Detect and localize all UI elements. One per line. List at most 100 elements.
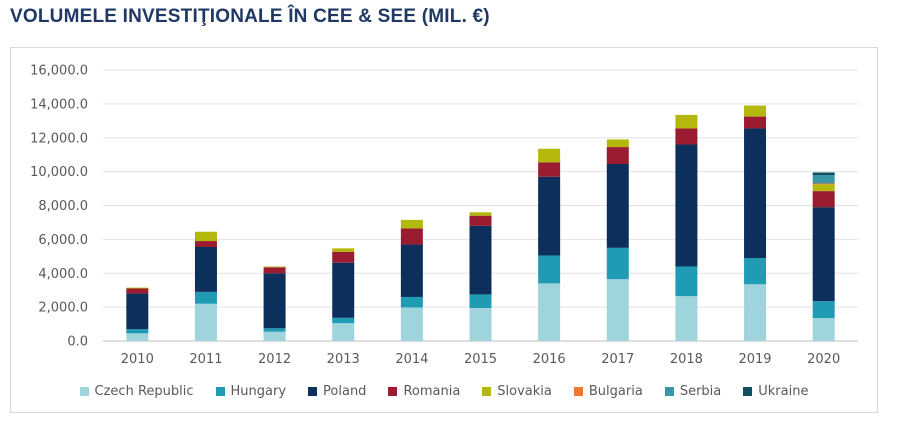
bar-segment-ukraine xyxy=(812,172,835,176)
bar-stack-2012 xyxy=(263,266,286,341)
y-tick-label: 0.0 xyxy=(67,335,88,350)
bar-segment-romania xyxy=(744,116,767,129)
bar-segment-hungary xyxy=(263,328,286,332)
bar-segment-czech-republic xyxy=(675,296,698,341)
bar-segment-hungary xyxy=(469,294,492,308)
legend-item-romania: Romania xyxy=(388,384,460,399)
bar-stack-2019 xyxy=(744,105,767,341)
bar-segment-romania xyxy=(675,128,698,145)
bar-segment-hungary xyxy=(606,247,629,280)
bar-stack-2015 xyxy=(469,212,492,341)
bar-segment-poland xyxy=(126,293,149,330)
legend-swatch xyxy=(482,386,492,396)
bar-segment-hungary xyxy=(744,258,767,285)
bar-segment-czech-republic xyxy=(194,303,217,341)
bar-segment-czech-republic xyxy=(332,323,355,341)
x-tick-label: 2012 xyxy=(258,352,291,367)
bar-stack-2014 xyxy=(400,219,423,341)
bar-segment-poland xyxy=(812,207,835,302)
bar-segment-hungary xyxy=(675,266,698,297)
legend-item-bulgaria: Bulgaria xyxy=(573,383,643,399)
y-tick-label: 4,000.0 xyxy=(38,267,88,282)
bar-stack-2018 xyxy=(675,114,698,341)
y-tick-label: 16,000.0 xyxy=(30,64,88,79)
bar-segment-slovakia xyxy=(332,248,355,252)
bar-segment-slovakia xyxy=(675,114,698,129)
bar-segment-romania xyxy=(332,251,355,263)
bar-segment-hungary xyxy=(194,291,217,304)
legend-item-czech-republic: Czech Republic xyxy=(79,383,194,399)
bar-segment-romania xyxy=(538,162,561,177)
legend-swatch xyxy=(79,386,89,396)
bar-segment-hungary xyxy=(400,296,423,308)
bar-stack-2010 xyxy=(126,287,149,341)
bar-segment-slovakia xyxy=(400,219,423,229)
bar-segment-slovakia xyxy=(812,184,835,192)
legend-swatch xyxy=(215,386,225,396)
x-tick-label: 2014 xyxy=(395,352,428,367)
y-tick-label: 10,000.0 xyxy=(30,165,88,180)
legend-swatch xyxy=(664,386,674,396)
legend-item-hungary: Hungary xyxy=(215,383,287,399)
bar-segment-czech-republic xyxy=(606,279,629,341)
legend-label: Slovakia xyxy=(497,383,552,399)
legend-label: Czech Republic xyxy=(94,383,194,399)
legend-label: Poland xyxy=(323,383,367,399)
bar-segment-czech-republic xyxy=(538,283,561,341)
legend-label: Bulgaria xyxy=(588,383,643,399)
bar-segment-slovakia xyxy=(744,105,767,117)
bar-segment-slovakia xyxy=(538,148,561,163)
y-tick-label: 12,000.0 xyxy=(30,131,88,146)
bar-segment-hungary xyxy=(126,329,149,334)
legend-item-ukraine: Ukraine xyxy=(743,384,808,399)
legend-label: Hungary xyxy=(230,383,287,399)
bar-segment-slovakia xyxy=(126,287,149,289)
bar-segment-hungary xyxy=(538,255,561,284)
legend-swatch xyxy=(743,386,753,396)
x-tick-label: 2016 xyxy=(533,352,566,367)
x-axis-tick-labels: 2010 2011 2012 2013 2014 2015 2016 2017 2018 2019… xyxy=(121,352,840,367)
bar-segment-poland xyxy=(675,144,698,267)
bar-segment-czech-republic xyxy=(469,307,492,341)
bar-segment-slovakia xyxy=(469,212,492,216)
bar-segment-poland xyxy=(538,176,561,256)
bar-segment-poland xyxy=(194,246,217,292)
x-tick-label: 2018 xyxy=(670,352,703,367)
bar-stack-2011 xyxy=(194,231,217,341)
bar-segment-romania xyxy=(606,147,629,165)
bar-segment-poland xyxy=(469,225,492,295)
x-tick-label: 2010 xyxy=(121,352,154,367)
bar-segment-poland xyxy=(400,244,423,297)
legend-swatch xyxy=(308,386,318,396)
bar-segment-czech-republic xyxy=(263,331,286,341)
bar-segment-slovakia xyxy=(194,231,217,242)
y-tick-label: 14,000.0 xyxy=(30,97,88,112)
x-tick-label: 2017 xyxy=(601,352,634,367)
bar-segment-serbia xyxy=(812,175,835,184)
legend-item-slovakia: Slovakia xyxy=(482,384,552,399)
bar-segment-hungary xyxy=(332,317,355,324)
bar-segment-romania xyxy=(263,267,286,274)
bar-segment-poland xyxy=(744,128,767,259)
bar-segment-romania xyxy=(400,228,423,245)
bar-segment-slovakia xyxy=(606,139,629,148)
bar-stack-2017 xyxy=(606,139,629,341)
legend-swatch xyxy=(388,386,398,396)
legend-label: Romania xyxy=(403,383,461,399)
bar-stack-2016 xyxy=(538,148,561,341)
bar-segment-czech-republic xyxy=(126,333,149,341)
y-tick-label: 2,000.0 xyxy=(38,301,88,316)
y-tick-label: 6,000.0 xyxy=(38,233,88,248)
legend-item-poland: Poland xyxy=(308,384,366,399)
bar-segment-bulgaria xyxy=(812,183,835,185)
bar-segment-poland xyxy=(332,262,355,318)
bar-segment-slovakia xyxy=(263,266,286,268)
y-tick-label: 8,000.0 xyxy=(38,199,88,214)
bar-segment-czech-republic xyxy=(812,318,835,341)
legend-label: Serbia xyxy=(679,383,722,399)
bar-segment-romania xyxy=(126,288,149,294)
bar-segment-romania xyxy=(194,241,217,247)
x-tick-label: 2020 xyxy=(807,352,840,367)
x-tick-label: 2013 xyxy=(327,352,360,367)
